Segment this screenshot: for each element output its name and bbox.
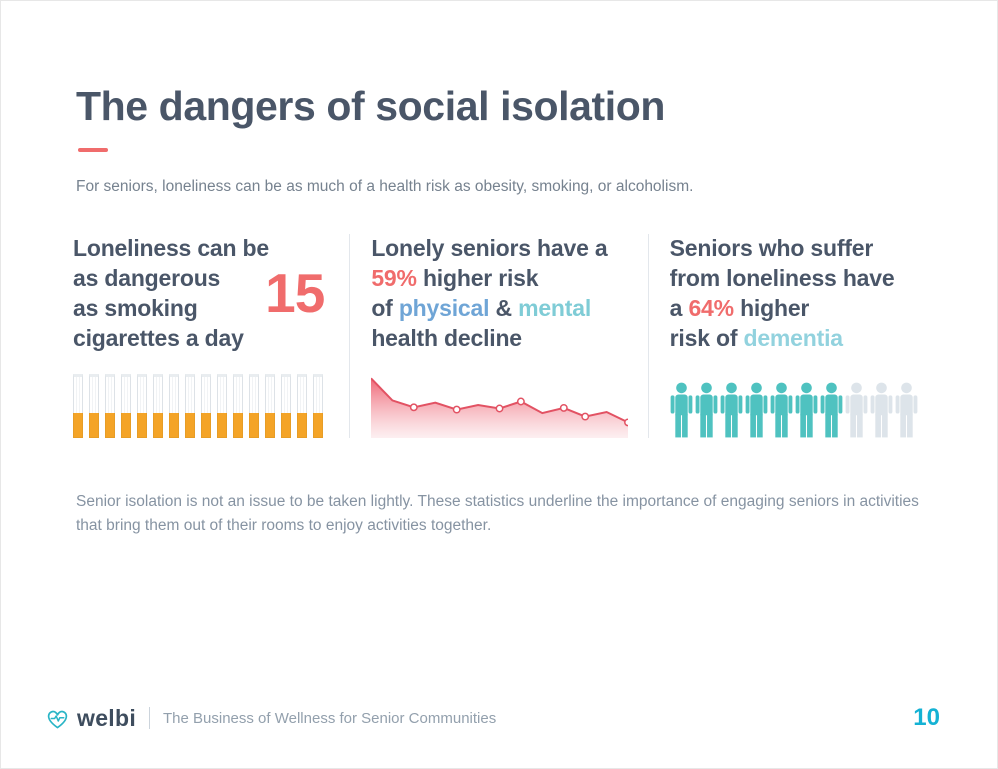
stat-text-segment: of xyxy=(371,294,399,321)
cigarette-icon xyxy=(297,373,307,438)
cigarette-icon xyxy=(137,373,147,438)
person-icon xyxy=(820,382,843,437)
page-subtitle: For seniors, loneliness can be as much o… xyxy=(76,178,694,195)
cigarette-icon xyxy=(153,373,163,438)
cigarette-icon xyxy=(73,373,83,438)
title-underline xyxy=(78,148,108,152)
stat-text-segment: risk of xyxy=(669,324,744,351)
cigarette-icon xyxy=(265,373,275,438)
column-divider xyxy=(647,234,649,438)
stat-smoking-row: as dangerous as smoking 15 xyxy=(73,264,328,324)
stat-word-dementia: dementia xyxy=(743,324,843,351)
person-icon xyxy=(870,382,893,437)
stat-text-line: from loneliness have xyxy=(669,264,895,291)
stat-decline-text: Lonely seniors have a 59% higher risk of… xyxy=(371,234,626,354)
stat-text-line: a 64% higher xyxy=(670,294,925,324)
stat-dementia: Seniors who suffer from loneliness have … xyxy=(670,234,925,438)
stat-text-line: Lonely seniors have a xyxy=(371,235,608,261)
stat-word-mental: mental xyxy=(518,294,592,321)
person-icon xyxy=(895,382,918,437)
cigarette-icon xyxy=(313,373,323,438)
cigarette-icon xyxy=(281,373,291,438)
person-icon xyxy=(720,382,743,437)
footer-divider xyxy=(149,707,151,729)
brand-lockup: welbi xyxy=(45,705,136,732)
big-number: 15 xyxy=(265,262,325,325)
person-icon xyxy=(845,382,868,437)
brand-name: welbi xyxy=(77,704,137,731)
decline-marker xyxy=(581,412,590,421)
people-pictogram xyxy=(670,364,925,438)
person-icon xyxy=(695,382,718,437)
cigarette-icon xyxy=(89,373,99,438)
decline-marker xyxy=(560,403,569,412)
stat-text-line: as dangerous xyxy=(73,264,221,291)
header: The dangers of social isolation For seni… xyxy=(1,1,997,196)
stat-text-line: health decline xyxy=(371,324,522,351)
stat-percent: 64% xyxy=(688,294,734,321)
stat-text-line: risk of dementia xyxy=(670,324,925,354)
decline-chart xyxy=(371,354,629,438)
stat-health-decline: Lonely seniors have a 59% higher risk of… xyxy=(371,234,629,438)
stat-text-segment: higher risk xyxy=(416,264,539,291)
stat-text-line: Loneliness can be xyxy=(73,235,269,261)
cigarette-icon xyxy=(233,373,243,438)
person-icon xyxy=(795,382,818,437)
cigarette-icon xyxy=(217,373,227,438)
stats-section: Loneliness can be as dangerous as smokin… xyxy=(73,234,925,438)
stat-smoking: Loneliness can be as dangerous as smokin… xyxy=(73,234,328,438)
stat-text-segment: & xyxy=(489,294,519,321)
decline-chart-svg xyxy=(371,377,629,438)
stat-text-line: Seniors who suffer xyxy=(669,235,874,261)
decline-marker xyxy=(517,397,526,406)
cigarette-icon xyxy=(105,373,115,438)
cigarette-icon xyxy=(201,373,211,438)
person-icon xyxy=(670,382,693,437)
decline-marker xyxy=(453,405,461,414)
decline-marker xyxy=(495,404,504,413)
footer: welbi The Business of Wellness for Senio… xyxy=(45,704,940,732)
stat-percent: 59% xyxy=(371,264,417,291)
cigarette-icon xyxy=(185,373,195,438)
cigarette-icon xyxy=(249,373,259,438)
stat-smoking-lines: as dangerous as smoking xyxy=(73,264,220,324)
column-divider xyxy=(349,234,351,438)
cigarette-icon xyxy=(169,373,179,438)
welbi-logo-icon xyxy=(47,710,68,728)
cigarette-icon xyxy=(121,373,131,438)
stat-text-segment: higher xyxy=(733,294,810,321)
page-title: The dangers of social isolation xyxy=(76,83,666,129)
stat-text-line: of physical & mental xyxy=(371,294,626,324)
cigarettes-pictogram xyxy=(73,356,328,438)
stat-text-line: as smoking xyxy=(73,294,198,321)
person-icon xyxy=(745,382,768,437)
decline-area xyxy=(371,377,629,438)
stat-smoking-text: Loneliness can be as dangerous as smokin… xyxy=(73,234,328,354)
decline-marker xyxy=(410,402,419,411)
page-number: 10 xyxy=(913,704,940,731)
stat-word-physical: physical xyxy=(398,294,490,321)
brand-tagline: The Business of Wellness for Senior Comm… xyxy=(163,709,497,727)
closing-note: Senior isolation is not an issue to be t… xyxy=(76,492,919,534)
stat-text-line: 59% higher risk xyxy=(371,264,626,294)
person-icon xyxy=(770,382,793,437)
decline-marker xyxy=(624,418,629,426)
stat-text-line: cigarettes a day xyxy=(73,324,244,351)
stat-dementia-text: Seniors who suffer from loneliness have … xyxy=(670,234,925,354)
stat-text-segment: a xyxy=(669,294,689,321)
